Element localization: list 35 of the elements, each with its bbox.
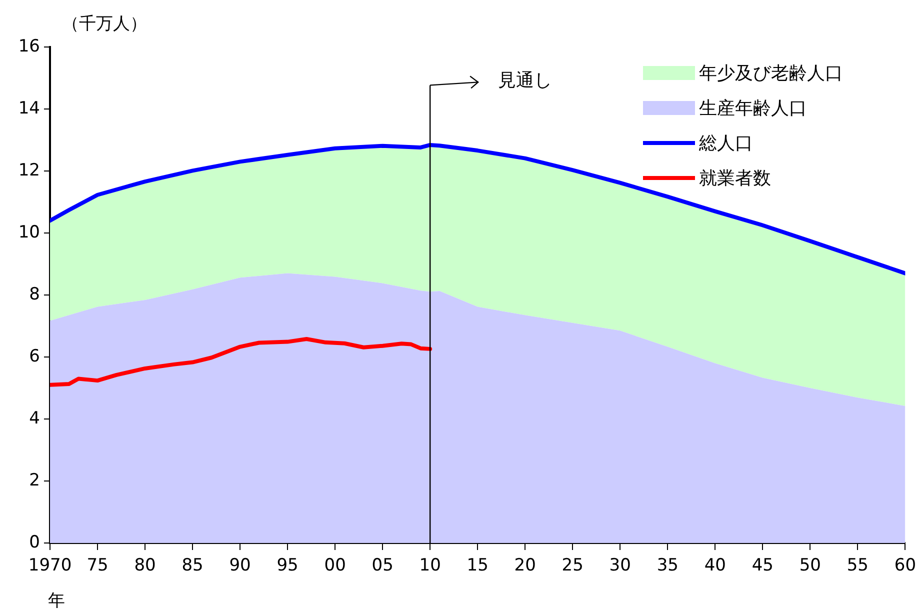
- x-tick-label: 50: [799, 556, 821, 576]
- x-tick-label: 15: [466, 556, 488, 576]
- y-tick-label: 12: [18, 160, 40, 180]
- x-tick-label: 45: [752, 556, 774, 576]
- y-tick-label: 14: [18, 98, 40, 118]
- x-tick-label: 75: [86, 556, 108, 576]
- x-tick-label: 40: [704, 556, 726, 576]
- x-tick-label: 10: [419, 556, 441, 576]
- y-tick-label: 0: [29, 532, 40, 552]
- x-tick-label: 60: [894, 556, 916, 576]
- y-tick-label: 10: [18, 222, 40, 242]
- x-tick-label: 1970: [28, 556, 72, 576]
- legend-label: 就業者数: [699, 166, 772, 190]
- x-tick-label: 85: [182, 556, 204, 576]
- legend-label: 総人口: [699, 132, 754, 154]
- ref-line-label: 見通し: [498, 70, 552, 91]
- x-tick-label: 90: [229, 556, 251, 576]
- x-tick-label: 00: [324, 556, 346, 576]
- x-tick-label: 30: [609, 556, 631, 576]
- x-tick-label: 80: [134, 556, 156, 576]
- y-tick-label: 16: [18, 36, 40, 56]
- y-tick-label: 8: [29, 284, 40, 304]
- x-axis-title: 年: [48, 590, 65, 610]
- y-axis-title: （千万人）: [62, 13, 147, 35]
- y-tick-label: 6: [29, 346, 40, 366]
- y-tick-label: 4: [29, 408, 40, 428]
- x-tick-label: 95: [276, 556, 298, 576]
- x-tick-label: 55: [846, 556, 868, 576]
- legend-label: 年少及び老齢人口: [699, 62, 844, 84]
- legend-label: 生産年齢人口: [699, 96, 808, 120]
- x-tick-label: 25: [562, 556, 584, 576]
- x-tick-label: 05: [372, 556, 394, 576]
- y-tick-label: 2: [29, 470, 40, 490]
- x-tick-label: 35: [656, 556, 678, 576]
- x-tick-label: 20: [514, 556, 536, 576]
